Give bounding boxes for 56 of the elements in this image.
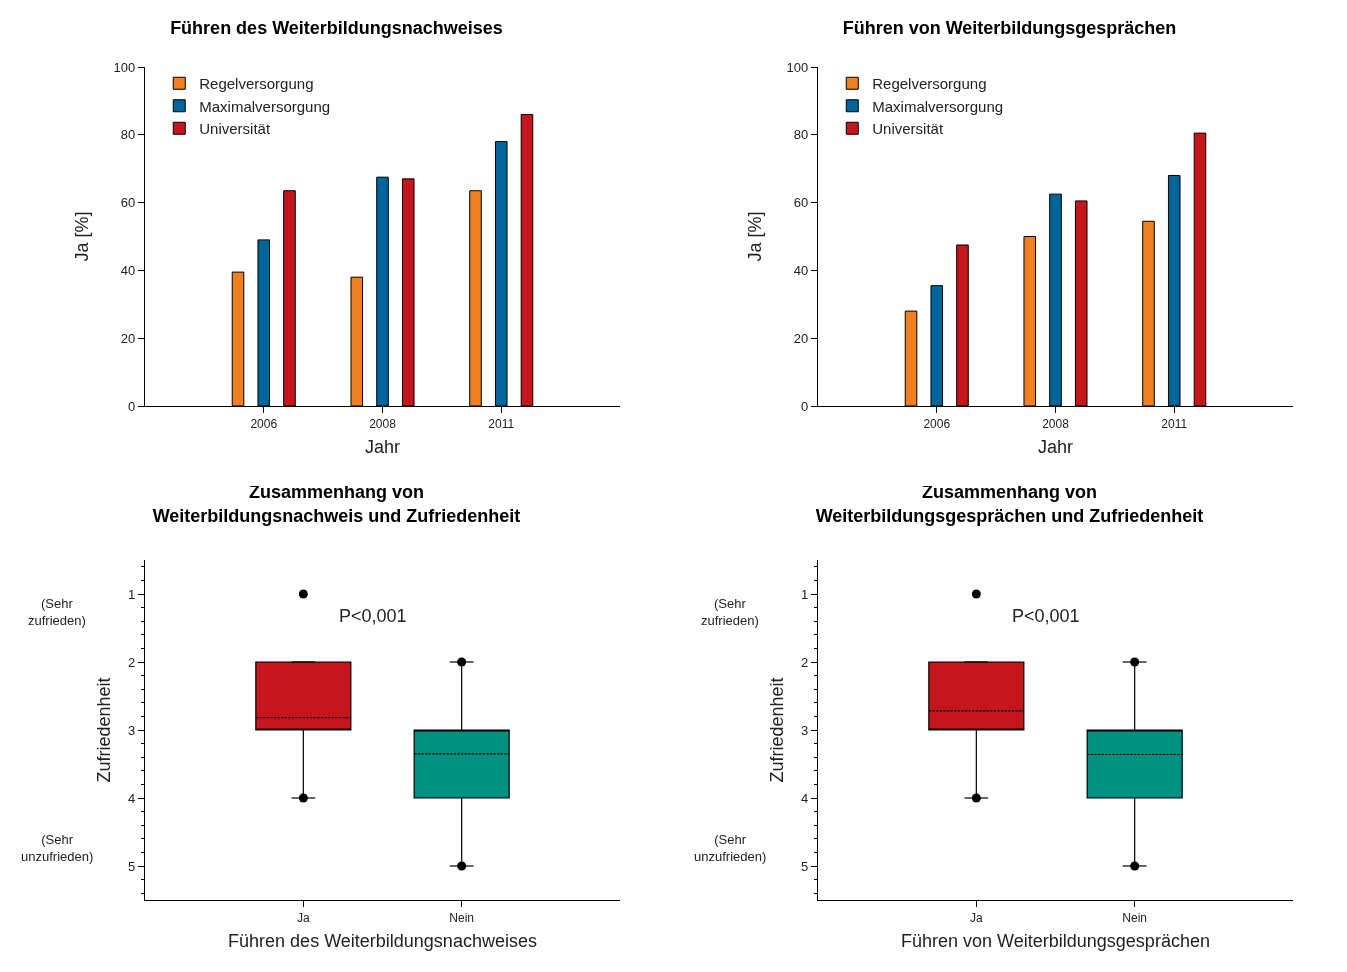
y-tick-label: 100 xyxy=(113,59,136,75)
chart-title: Zusammenhang von Weiterbildungsnachweis und Zufriedenheit xyxy=(152,482,521,526)
x-axis-title: Führen des Weiterbildungsnachweises xyxy=(228,930,537,951)
x-axis-title: Jahr xyxy=(1037,436,1074,457)
chart-title: Führen des Weiterbildungsnachweises xyxy=(170,18,503,39)
y-tick-label: 0 xyxy=(127,398,136,414)
chart-title: Zusammenhang von Weiterbildungsgesprächen und Zufriedenheit xyxy=(815,482,1204,526)
y-tick-label: 2 xyxy=(800,654,809,670)
y-axis-title: Zufriedenheit xyxy=(767,677,788,783)
x-axis-title: Jahr xyxy=(364,436,401,457)
x-tick-label: Nein xyxy=(1122,910,1148,925)
legend-label: Maximalversorgung xyxy=(872,97,1004,115)
y-tick-label: 20 xyxy=(120,330,136,346)
y-axis-title: Ja [%] xyxy=(744,211,765,262)
chart-title: Führen von Weiterbildungsgesprächen xyxy=(842,18,1177,39)
y-tick-label: 60 xyxy=(120,195,136,211)
y-tick-label: 5 xyxy=(800,858,809,874)
y-tick-label: 2 xyxy=(127,654,136,670)
y-axis-title: Ja [%] xyxy=(71,211,92,262)
x-tick-label: Nein xyxy=(449,910,475,925)
legend-label: Universität xyxy=(199,120,271,138)
y-tick-label: 60 xyxy=(793,195,809,211)
y-tick-label: 4 xyxy=(127,790,136,806)
legend-label: Regelversorgung xyxy=(872,75,987,93)
x-tick-label: 2011 xyxy=(488,416,515,431)
y-tick-label: 0 xyxy=(800,398,809,414)
legend-label: Universität xyxy=(872,120,944,138)
y-tick-label: 4 xyxy=(800,790,809,806)
y-tick-label: 1 xyxy=(800,586,809,602)
y-tick-label: 80 xyxy=(120,127,136,143)
legend-label: Regelversorgung xyxy=(199,75,314,93)
x-axis-title: Führen von Weiterbildungsgesprächen xyxy=(901,930,1210,951)
y-axis-title: Zufriedenheit xyxy=(94,677,115,783)
x-tick-label: 2008 xyxy=(1042,416,1070,431)
y-tick-label: 80 xyxy=(793,127,809,143)
y-tick-label: 20 xyxy=(793,330,809,346)
y-tick-label: 1 xyxy=(127,586,136,602)
x-tick-label: 2011 xyxy=(1161,416,1188,431)
legend-label: Maximalversorgung xyxy=(199,97,331,115)
y-tick-label: 100 xyxy=(786,59,809,75)
text: (Sehr zufrieden) xyxy=(701,596,759,628)
annotation: P<0,001 xyxy=(339,606,407,626)
annotation: P<0,001 xyxy=(1012,606,1080,626)
y-tick-label: 5 xyxy=(127,858,136,874)
y-tick-label: 40 xyxy=(793,262,809,278)
text: (Sehr zufrieden) xyxy=(28,596,86,628)
y-tick-label: 40 xyxy=(120,262,136,278)
text: (Sehr unzufrieden) xyxy=(694,832,767,864)
x-tick-label: Ja xyxy=(969,910,983,925)
text: (Sehr unzufrieden) xyxy=(21,832,94,864)
y-tick-label: 3 xyxy=(800,722,809,738)
x-tick-label: Ja xyxy=(296,910,310,925)
x-tick-label: 2006 xyxy=(923,416,951,431)
y-tick-label: 3 xyxy=(127,722,136,738)
x-tick-label: 2006 xyxy=(250,416,278,431)
x-tick-label: 2008 xyxy=(369,416,397,431)
